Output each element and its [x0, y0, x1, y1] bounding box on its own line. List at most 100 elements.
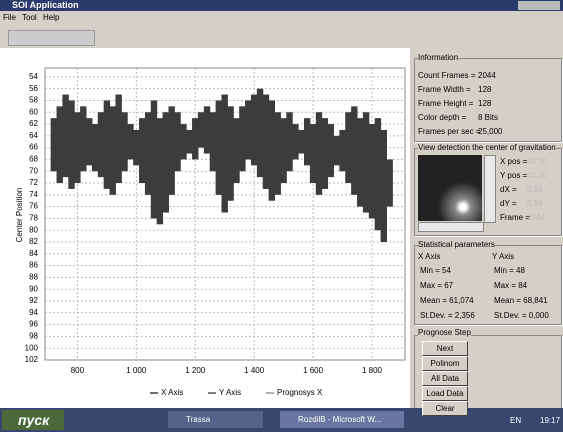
chart: Center Position 545658606264666870727476… — [0, 0, 410, 408]
range-bar — [163, 112, 169, 212]
gravity-image — [418, 155, 482, 221]
stats-value: St.Dev. = 2,356 — [420, 311, 475, 320]
range-bar — [245, 100, 251, 159]
stats-x-title: X Axis — [418, 252, 440, 261]
y-tick-label: 66 — [29, 143, 38, 152]
stats-y-title: Y Axis — [492, 252, 514, 261]
group-title: View detection the center of gravitation — [418, 143, 556, 152]
info-label: Count Frames = — [418, 71, 476, 80]
y-tick-label: 90 — [29, 284, 38, 293]
stats-value: Min = 54 — [420, 266, 451, 275]
range-bar — [280, 118, 286, 183]
y-tick-label: 60 — [29, 107, 38, 116]
view-value: 0,93 — [527, 185, 543, 194]
range-bar — [151, 100, 157, 218]
range-bar — [104, 100, 110, 188]
info-label: Frames per sec = — [418, 127, 480, 136]
stats-value: Max = 84 — [494, 281, 527, 290]
range-bar — [186, 130, 192, 154]
range-bar — [168, 106, 174, 194]
view-value: 62,00 — [527, 157, 547, 166]
range-bar — [133, 130, 139, 165]
info-label: Frame Height = — [418, 99, 473, 108]
range-bar — [233, 118, 239, 183]
range-bar — [110, 106, 116, 194]
y-tick-label: 76 — [29, 202, 38, 211]
group-title: Prognose Step — [418, 328, 471, 337]
task-button[interactable]: RozdilB - Microsoft W... — [280, 411, 404, 428]
range-bar — [328, 124, 334, 177]
language[interactable]: EN — [510, 416, 521, 425]
info-label: Color depth = — [418, 113, 466, 122]
range-bar — [257, 89, 263, 177]
y-tick-label: 94 — [29, 308, 38, 317]
button[interactable]: Next — [422, 341, 468, 356]
legend-label: Prognosys X — [277, 388, 323, 397]
stats-value: Min = 48 — [494, 266, 525, 275]
x-tick-label: 1 800 — [362, 366, 383, 375]
y-tick-label: 58 — [29, 96, 38, 105]
scrollbar[interactable] — [418, 222, 484, 232]
range-bar — [180, 124, 186, 159]
range-bar — [86, 118, 92, 165]
range-bar — [74, 112, 80, 183]
range-bar — [286, 112, 292, 171]
button[interactable]: Polinom — [422, 356, 468, 371]
scrollbar[interactable] — [484, 155, 496, 223]
y-tick-label: 86 — [29, 261, 38, 270]
y-tick-label: 70 — [29, 166, 38, 175]
view-label: Y pos = — [500, 171, 527, 180]
range-bar — [57, 106, 63, 183]
range-bar — [375, 118, 381, 230]
range-bar — [316, 112, 322, 195]
view-value: 2044 — [527, 213, 545, 222]
info-value: 128 — [478, 99, 491, 108]
button[interactable]: Load Data — [422, 386, 468, 401]
range-bar — [263, 95, 269, 189]
button[interactable]: Clear — [422, 401, 468, 416]
view-value: 5,16 — [527, 199, 543, 208]
clock: 19:17 — [540, 416, 560, 425]
y-tick-label: 102 — [25, 355, 39, 364]
range-bar — [139, 118, 145, 183]
range-bar — [239, 106, 245, 171]
range-bar — [157, 118, 163, 224]
group-title: Statistical parameters — [418, 240, 495, 249]
x-tick-label: 1 200 — [185, 366, 206, 375]
range-bar — [192, 118, 198, 159]
range-bar — [275, 112, 281, 195]
y-tick-label: 98 — [29, 332, 38, 341]
range-bar — [292, 124, 298, 159]
y-tick-label: 64 — [29, 131, 38, 140]
y-tick-label: 72 — [29, 178, 38, 187]
range-bar — [222, 95, 228, 213]
stats-value: Mean = 61,074 — [420, 296, 474, 305]
x-tick-label: 800 — [71, 366, 85, 375]
range-bar — [345, 112, 351, 183]
range-bar — [127, 124, 133, 159]
y-tick-label: 80 — [29, 225, 38, 234]
range-bar — [98, 112, 104, 177]
range-bar — [251, 95, 257, 166]
y-tick-label: 96 — [29, 320, 38, 329]
start-button[interactable]: пуск — [2, 410, 64, 430]
y-tick-label: 62 — [29, 119, 38, 128]
x-tick-label: 1 000 — [126, 366, 147, 375]
info-value: 2044 — [478, 71, 496, 80]
view-label: Frame = — [500, 213, 530, 222]
y-tick-label: 74 — [29, 190, 38, 199]
range-bar — [386, 159, 392, 206]
y-axis-label: Center Position — [15, 188, 24, 243]
y-tick-label: 100 — [25, 343, 39, 352]
window-buttons[interactable] — [518, 1, 560, 10]
range-bar — [68, 100, 74, 188]
range-bar — [339, 130, 345, 171]
range-bar — [210, 112, 216, 171]
button[interactable]: All Data — [422, 371, 468, 386]
y-tick-label: 82 — [29, 237, 38, 246]
y-tick-label: 78 — [29, 214, 38, 223]
range-bar — [216, 100, 222, 194]
task-button[interactable]: Trassa — [168, 411, 263, 428]
range-bar — [298, 130, 304, 154]
y-tick-label: 92 — [29, 296, 38, 305]
